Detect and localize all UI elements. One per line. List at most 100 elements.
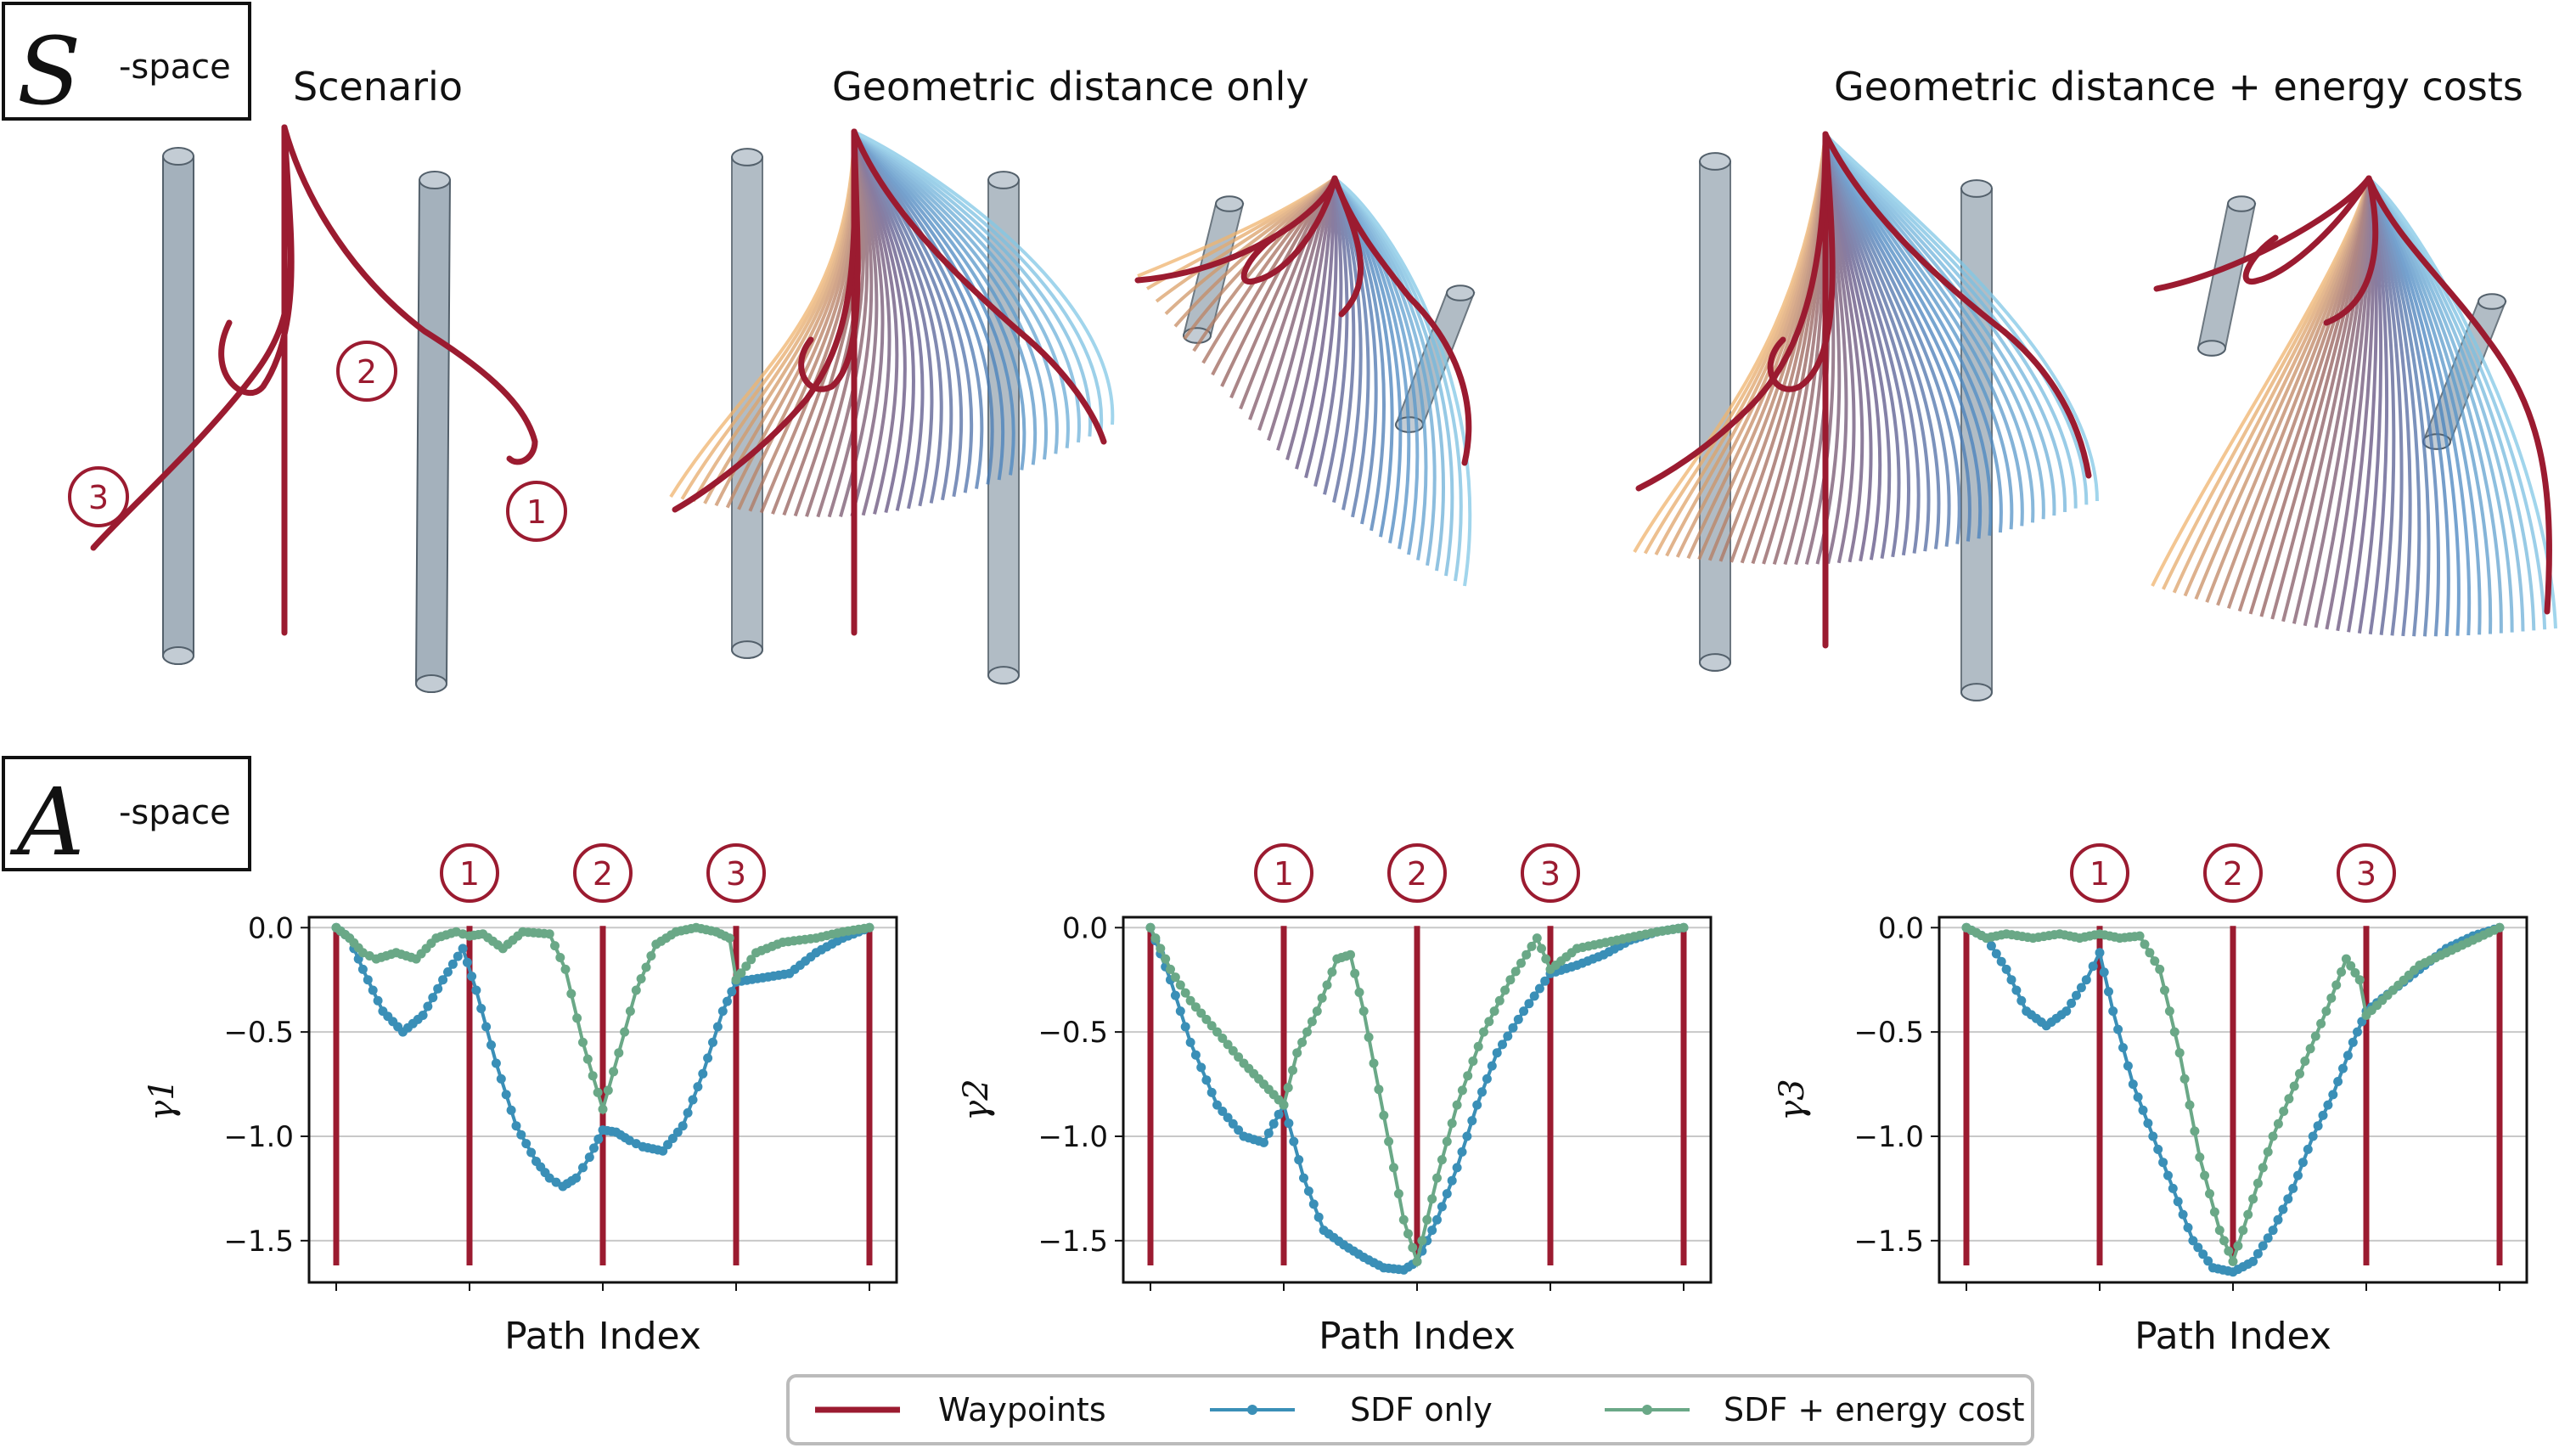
data-point-sdf bbox=[1508, 1023, 1518, 1033]
trajectory-fan-energy-side bbox=[2151, 175, 2557, 637]
data-point-sdf bbox=[723, 996, 732, 1006]
data-point-sdf bbox=[1268, 1118, 1279, 1129]
waypoint-marker-1: 1 bbox=[506, 481, 567, 542]
data-point-sdf bbox=[2133, 1092, 2143, 1102]
data-point-sdf bbox=[458, 944, 468, 954]
data-point-sdf bbox=[2128, 1079, 2138, 1090]
data-point-energy bbox=[1374, 1085, 1384, 1095]
data-point-energy bbox=[1527, 941, 1537, 951]
waypoint-badge bbox=[2070, 843, 2129, 903]
data-point-sdf bbox=[2278, 1204, 2288, 1214]
data-point-sdf bbox=[2099, 967, 2109, 978]
data-point-energy bbox=[1432, 1173, 1442, 1183]
data-point-energy bbox=[1327, 967, 1337, 977]
data-point-sdf bbox=[433, 983, 443, 994]
data-point-energy bbox=[746, 955, 756, 965]
data-point-sdf bbox=[2072, 990, 2081, 1000]
data-point-sdf bbox=[1170, 990, 1180, 1000]
data-point-energy bbox=[1212, 1027, 1222, 1037]
data-point-sdf bbox=[2118, 1043, 2128, 1053]
data-point-energy bbox=[1170, 972, 1180, 983]
obstacle-cylinder bbox=[1699, 152, 1731, 672]
data-point-sdf bbox=[2258, 1241, 2268, 1251]
data-point-sdf bbox=[1289, 1136, 1299, 1147]
data-point-energy bbox=[1201, 1014, 1212, 1024]
data-point-energy bbox=[1279, 1100, 1289, 1110]
data-point-energy bbox=[1500, 985, 1510, 995]
data-point-energy bbox=[2258, 1163, 2268, 1173]
data-point-sdf bbox=[501, 1090, 511, 1100]
waypoint-badge-label: 2 bbox=[2223, 855, 2243, 893]
data-point-energy bbox=[1364, 1032, 1374, 1042]
y-tick-label: −0.5 bbox=[223, 1016, 294, 1050]
data-point-energy bbox=[2185, 1100, 2195, 1110]
data-point-energy bbox=[2174, 1048, 2185, 1058]
data-point-sdf bbox=[2313, 1121, 2323, 1131]
data-point-sdf bbox=[2138, 1105, 2148, 1115]
trajectory-line bbox=[853, 130, 1115, 425]
data-point-sdf bbox=[544, 1173, 554, 1183]
data-point-energy bbox=[1468, 1056, 1478, 1066]
data-point-energy bbox=[2321, 1006, 2331, 1017]
data-point-energy bbox=[1473, 1041, 1483, 1051]
data-point-energy bbox=[1457, 1085, 1467, 1096]
waypoint-arm-paths bbox=[1635, 131, 2092, 649]
data-point-sdf bbox=[1467, 1116, 1477, 1126]
data-point-sdf bbox=[2348, 1037, 2358, 1047]
trajectory-fan-lines bbox=[2151, 177, 2557, 637]
data-point-sdf bbox=[2088, 961, 2098, 972]
trajectory-line bbox=[852, 130, 1092, 437]
legend-marker-energy bbox=[1642, 1405, 1652, 1415]
data-point-energy bbox=[588, 1071, 598, 1081]
data-point-sdf bbox=[357, 964, 368, 974]
data-point-sdf bbox=[373, 995, 383, 1006]
waypoint-arm-paths bbox=[90, 124, 538, 636]
data-point-energy bbox=[2494, 922, 2505, 932]
data-point-energy bbox=[1180, 988, 1190, 998]
data-point-sdf bbox=[1498, 1040, 1507, 1050]
data-point-sdf bbox=[368, 985, 378, 995]
y-tick-label: −1.0 bbox=[223, 1120, 294, 1154]
data-point-energy bbox=[1297, 1037, 1308, 1047]
data-point-energy bbox=[572, 1013, 582, 1023]
data-point-sdf bbox=[1442, 1189, 1452, 1199]
data-point-sdf bbox=[506, 1105, 516, 1115]
trajectory-line bbox=[852, 130, 1059, 454]
data-point-sdf bbox=[584, 1152, 594, 1163]
data-point-sdf bbox=[2273, 1214, 2283, 1225]
data-point-sdf bbox=[511, 1121, 521, 1131]
data-point-sdf bbox=[462, 957, 472, 967]
data-point-sdf bbox=[571, 1173, 582, 1183]
data-point-sdf bbox=[678, 1121, 688, 1131]
data-point-sdf bbox=[1477, 1087, 1487, 1097]
s-space-box bbox=[2, 2, 251, 121]
data-point-energy bbox=[1521, 949, 1532, 960]
data-point-energy bbox=[1292, 1048, 1302, 1058]
data-point-sdf bbox=[1447, 1175, 1457, 1186]
data-point-sdf bbox=[438, 975, 448, 985]
waypoint-badge-label: 3 bbox=[726, 855, 746, 893]
data-point-sdf bbox=[521, 1139, 532, 1149]
data-point-energy bbox=[2195, 1152, 2205, 1163]
waypoint-badge-label: 3 bbox=[2356, 855, 2376, 893]
plot-frame bbox=[1938, 916, 2528, 1284]
data-point-energy bbox=[636, 974, 646, 983]
legend: Waypoints SDF only SDF + energy cost bbox=[786, 1374, 2034, 1445]
waypoint-badge bbox=[1521, 843, 1580, 903]
data-point-energy bbox=[1175, 980, 1185, 990]
trajectory-line bbox=[852, 130, 1026, 470]
data-point-energy bbox=[736, 968, 746, 978]
data-point-sdf bbox=[1201, 1075, 1212, 1085]
data-point-energy bbox=[2243, 1209, 2253, 1220]
trajectory-line bbox=[1824, 132, 2089, 505]
data-point-sdf bbox=[1472, 1100, 1482, 1110]
waypoint-badge-label: 1 bbox=[2089, 855, 2110, 893]
data-point-energy bbox=[1489, 1006, 1499, 1017]
data-point-energy bbox=[1312, 1006, 1322, 1017]
data-point-energy bbox=[2155, 964, 2165, 974]
trajectory-line bbox=[852, 130, 1070, 448]
data-point-sdf bbox=[1234, 1125, 1244, 1135]
waypoint-badge-label: 3 bbox=[1540, 855, 1561, 893]
data-point-sdf bbox=[2343, 1051, 2353, 1061]
data-point-energy bbox=[1389, 1163, 1398, 1173]
